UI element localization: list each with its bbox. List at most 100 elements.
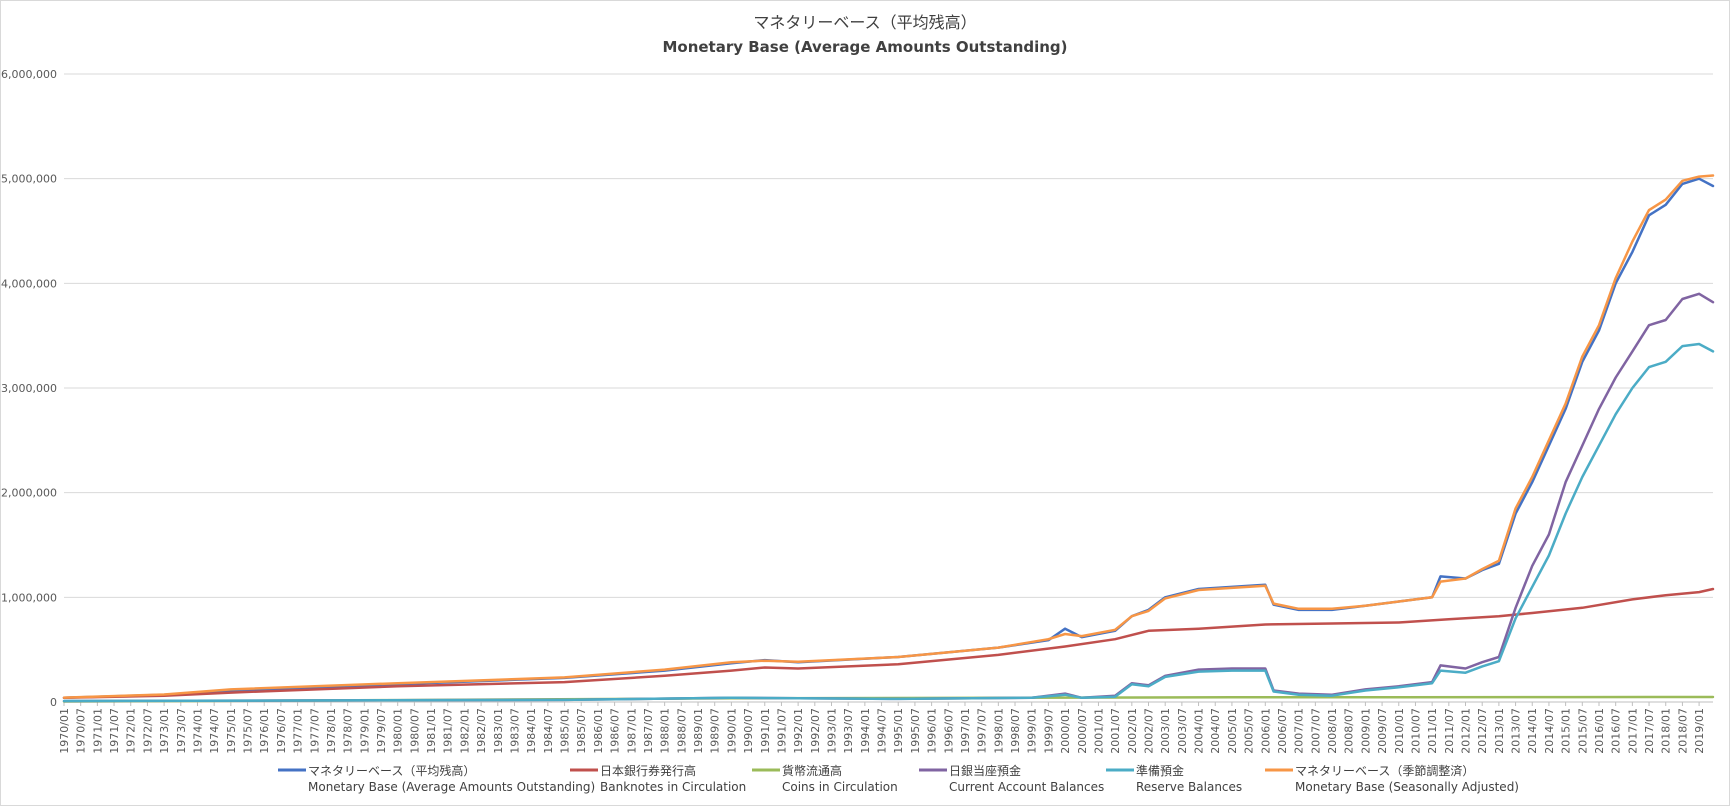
x-tick-label: 2017/07 <box>1643 708 1656 754</box>
x-tick-label: 1992/01 <box>792 708 805 754</box>
x-tick-label: 2015/07 <box>1576 708 1589 754</box>
x-tick-label: 1996/01 <box>926 708 939 754</box>
x-tick-label: 2009/01 <box>1359 708 1372 754</box>
x-tick-label: 1999/07 <box>1042 708 1055 754</box>
x-tick-label: 1999/01 <box>1026 708 1039 754</box>
x-tick-label: 1984/07 <box>542 708 555 754</box>
x-tick-label: 1974/07 <box>208 708 221 754</box>
x-tick-label: 1972/07 <box>141 708 154 754</box>
y-tick-label: 2,000,000 <box>1 487 57 500</box>
x-tick-label: 2019/01 <box>1693 708 1706 754</box>
x-tick-label: 2010/07 <box>1409 708 1422 754</box>
x-tick-label: 1990/07 <box>742 708 755 754</box>
x-tick-label: 1988/01 <box>659 708 672 754</box>
x-tick-label: 1970/07 <box>75 708 88 754</box>
x-tick-label: 1992/07 <box>809 708 822 754</box>
legend-label-3: 貨幣流通高 <box>782 763 842 778</box>
x-tick-label: 1990/01 <box>725 708 738 754</box>
x-tick-label: 1991/01 <box>759 708 772 754</box>
legend: マネタリーベース（平均残高） Monetary Base (Average Amo… <box>278 763 1519 794</box>
x-tick-label: 1977/01 <box>292 708 305 754</box>
x-tick-label: 2003/07 <box>1176 708 1189 754</box>
x-tick-label: 2016/07 <box>1610 708 1623 754</box>
x-tick-label: 1979/07 <box>375 708 388 754</box>
x-tick-label: 2001/07 <box>1109 708 1122 754</box>
x-tick-label: 2008/01 <box>1326 708 1339 754</box>
x-tick-label: 2005/07 <box>1243 708 1256 754</box>
legend-label-en-3: Coins in Circulation <box>782 780 898 794</box>
y-tick-label: 5,000,000 <box>1 173 57 186</box>
x-tick-label: 1995/01 <box>892 708 905 754</box>
x-tick-label: 1997/07 <box>976 708 989 754</box>
x-tick-label: 1989/01 <box>692 708 705 754</box>
chart-subtitle: Monetary Base (Average Amounts Outstandi… <box>662 38 1067 56</box>
x-tick-label: 1971/01 <box>91 708 104 754</box>
x-tick-label: 1991/07 <box>775 708 788 754</box>
x-tick-label: 1973/07 <box>175 708 188 754</box>
x-tick-label: 2013/01 <box>1493 708 1506 754</box>
legend-label-en-1: Monetary Base (Average Amounts Outstandi… <box>308 780 595 794</box>
x-tick-label: 1978/01 <box>325 708 338 754</box>
x-tick-label: 2017/01 <box>1626 708 1639 754</box>
series-line-4 <box>62 292 1715 703</box>
x-tick-label: 1996/07 <box>942 708 955 754</box>
x-tick-label: 1994/01 <box>859 708 872 754</box>
x-tick-label: 1985/07 <box>575 708 588 754</box>
x-tick-label: 2006/01 <box>1259 708 1272 754</box>
x-tick-label: 2000/07 <box>1076 708 1089 754</box>
x-tick-label: 2004/07 <box>1209 708 1222 754</box>
series-line-6 <box>62 174 1715 699</box>
x-tick-label: 2005/01 <box>1226 708 1239 754</box>
x-tick-label: 1989/07 <box>709 708 722 754</box>
legend-label-en-6: Monetary Base (Seasonally Adjusted) <box>1295 780 1519 794</box>
x-tick-label: 2002/07 <box>1143 708 1156 754</box>
x-tick-label: 1971/07 <box>108 708 121 754</box>
x-tick-label: 1976/07 <box>275 708 288 754</box>
x-tick-label: 1993/07 <box>842 708 855 754</box>
x-tick-label: 1998/07 <box>1009 708 1022 754</box>
x-tick-label: 1974/01 <box>191 708 204 754</box>
x-tick-label: 1973/01 <box>158 708 171 754</box>
x-tick-label: 2006/07 <box>1276 708 1289 754</box>
y-tick-label: 0 <box>50 696 57 709</box>
x-tick-label: 1977/07 <box>308 708 321 754</box>
legend-label-4: 日銀当座預金 <box>949 763 1021 778</box>
legend-label-en-4: Current Account Balances <box>949 780 1104 794</box>
legend-label-en-5: Reserve Balances <box>1136 780 1242 794</box>
x-tick-label: 1997/01 <box>959 708 972 754</box>
series-line-1 <box>62 177 1715 700</box>
series-lines <box>62 174 1715 703</box>
x-tick-label: 2016/01 <box>1593 708 1606 754</box>
x-tick-label: 2011/01 <box>1426 708 1439 754</box>
x-tick-label: 1981/01 <box>425 708 438 754</box>
x-tick-label: 1987/01 <box>625 708 638 754</box>
legend-label-2: 日本銀行券発行高 <box>600 763 696 778</box>
x-tick-label: 1995/07 <box>909 708 922 754</box>
x-tick-label: 2004/01 <box>1193 708 1206 754</box>
series-line-2 <box>62 587 1715 700</box>
x-tick-label: 2012/07 <box>1476 708 1489 754</box>
x-tick-label: 1983/07 <box>508 708 521 754</box>
x-tick-label: 1976/01 <box>258 708 271 754</box>
legend-label-5: 準備預金 <box>1136 763 1184 778</box>
x-tick-label: 1980/01 <box>392 708 405 754</box>
x-tick-label: 2014/01 <box>1526 708 1539 754</box>
x-tick-label: 1982/07 <box>475 708 488 754</box>
x-tick-label: 2013/07 <box>1510 708 1523 754</box>
y-axis: 0 1,000,000 2,000,000 3,000,000 4,000,000 5,0… <box>1 68 57 709</box>
x-tick-label: 1984/01 <box>525 708 538 754</box>
y-tick-label: 1,000,000 <box>1 591 57 604</box>
y-tick-label: 3,000,000 <box>1 382 57 395</box>
x-tick-label: 2018/07 <box>1676 708 1689 754</box>
x-tick-label: 1998/01 <box>992 708 1005 754</box>
legend-label-1: マネタリーベース（平均残高） <box>308 763 475 778</box>
x-axis: 1970/01 1970/07 1971/01 1971/07 1972/01 1972/… <box>58 702 1706 754</box>
x-tick-label: 2000/01 <box>1059 708 1072 754</box>
y-tick-label: 4,000,000 <box>1 277 57 290</box>
x-tick-label: 1994/07 <box>876 708 889 754</box>
x-tick-label: 1975/07 <box>242 708 255 754</box>
x-tick-label: 1979/01 <box>358 708 371 754</box>
x-tick-label: 1986/01 <box>592 708 605 754</box>
legend-label-en-2: Banknotes in Circulation <box>600 780 746 794</box>
